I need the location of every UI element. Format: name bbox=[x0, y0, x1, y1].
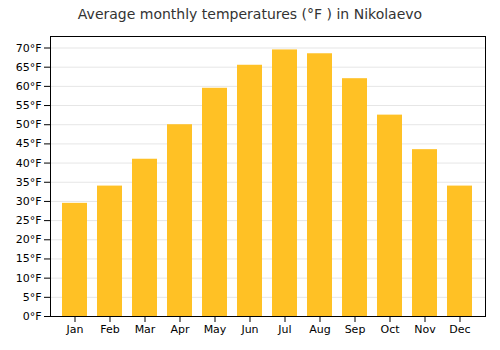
svg-text:65°F: 65°F bbox=[16, 61, 42, 74]
svg-text:Jul: Jul bbox=[277, 323, 291, 336]
svg-text:Feb: Feb bbox=[100, 323, 119, 336]
svg-text:Jun: Jun bbox=[240, 323, 258, 336]
svg-text:35°F: 35°F bbox=[16, 176, 42, 189]
svg-text:Apr: Apr bbox=[170, 323, 190, 336]
svg-text:Dec: Dec bbox=[449, 323, 470, 336]
svg-text:45°F: 45°F bbox=[16, 137, 42, 150]
svg-text:May: May bbox=[204, 323, 227, 336]
svg-text:Aug: Aug bbox=[309, 323, 330, 336]
svg-text:50°F: 50°F bbox=[16, 118, 42, 131]
html-text:Average monthly temperatures (: Average monthly temperatures (°F ) in Ni… bbox=[77, 6, 423, 22]
svg-text:60°F: 60°F bbox=[16, 80, 42, 93]
svg-text:20°F: 20°F bbox=[16, 233, 42, 246]
svg-text:Jan: Jan bbox=[66, 323, 84, 336]
svg-text:55°F: 55°F bbox=[16, 99, 42, 112]
svg-text:Oct: Oct bbox=[380, 323, 400, 336]
svg-text:70°F: 70°F bbox=[16, 42, 42, 55]
svg-text:Mar: Mar bbox=[135, 323, 156, 336]
svg-text:30°F: 30°F bbox=[16, 195, 42, 208]
svg-text:0°F: 0°F bbox=[23, 310, 42, 323]
svg-text:5°F: 5°F bbox=[23, 291, 42, 304]
svg-text:Sep: Sep bbox=[345, 323, 366, 336]
svg-text:25°F: 25°F bbox=[16, 214, 42, 227]
svg-text:Nov: Nov bbox=[414, 323, 436, 336]
svg-text:10°F: 10°F bbox=[16, 272, 42, 285]
svg-text:40°F: 40°F bbox=[16, 157, 42, 170]
svg-text:15°F: 15°F bbox=[16, 252, 42, 265]
